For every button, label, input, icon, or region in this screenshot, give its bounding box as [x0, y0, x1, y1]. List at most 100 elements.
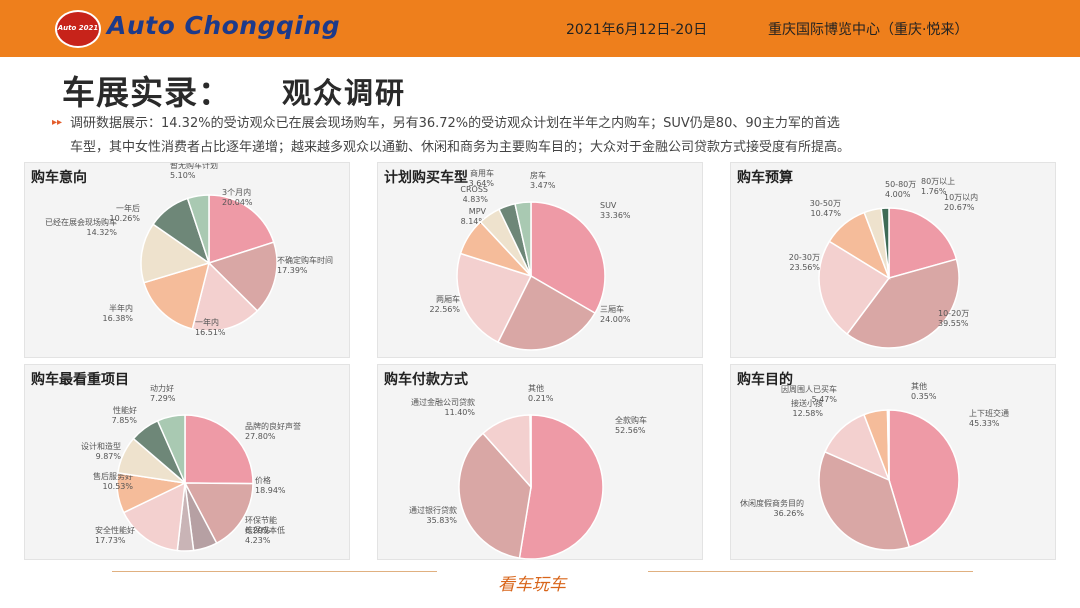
pie-slice [886, 409, 890, 481]
event-date: 2021年6月12日-20日 [566, 22, 708, 38]
slice-value-label: 4.00% [885, 190, 911, 199]
slice-label: 接送小孩 [791, 398, 823, 408]
slice-value-label: 20.67% [944, 203, 975, 212]
chart-title: 计划购买车型 [384, 170, 468, 186]
pie-slice [456, 252, 533, 344]
slice-label: 30-50万 [810, 199, 841, 208]
chart-panel-purchase-intention: 购车意向 3个月内 20.04% 不确定购车时间 17.39% 一年内 16.51% 半年内… [24, 162, 350, 358]
slice-label: 设计和造型 [81, 441, 121, 451]
slice-label: 维保成本低 [245, 525, 285, 535]
slice-value-label: 35.83% [426, 516, 457, 525]
footer-slogan: 看车玩车 [498, 575, 566, 595]
pie-slice [818, 450, 911, 551]
slice-value-label: 1.76% [921, 187, 947, 196]
intro-line-1: 调研数据展示：14.32%的受访观众已在展会现场购车，另有36.72%的受访观众… [70, 116, 840, 131]
slice-label: 上下班交通 [969, 408, 1009, 418]
intro-text: 调研数据展示：14.32%的受访观众已在展会现场购车，另有36.72%的受访观众… [70, 112, 1040, 160]
slice-value-label: 11.40% [444, 408, 475, 417]
slice-value-label: 17.39% [277, 266, 308, 275]
slice-value-label: 16.38% [102, 314, 133, 323]
slice-label: 一年后 [116, 203, 140, 213]
slice-value-label: 0.21% [528, 394, 554, 403]
slice-value-label: 6.29% [245, 526, 271, 535]
slice-value-label: 10.47% [810, 209, 841, 218]
header-bar: Auto 2021 Auto Chongqing 2021年6月12日-20日 … [0, 0, 1080, 57]
slice-label: 通过银行贷款 [409, 505, 457, 515]
slice-value-label: 3.47% [530, 181, 556, 190]
slice-value-label: 4.83% [463, 195, 489, 204]
slice-label: 性能好 [113, 405, 137, 415]
slice-value-label: 18.94% [255, 486, 286, 495]
slice-label: 不确定购车时间 [277, 255, 333, 265]
footer-divider-right [648, 571, 973, 572]
slice-label: 动力好 [150, 383, 174, 393]
slice-label: 50-80万 [885, 180, 916, 189]
pie-slice [140, 223, 211, 284]
slice-value-label: 5.10% [170, 171, 196, 180]
slice-value-label: 27.80% [245, 432, 276, 441]
pie-slice [183, 482, 254, 545]
slice-value-label: 7.29% [150, 394, 176, 403]
slice-value-label: 16.51% [195, 328, 226, 337]
slice-value-label: 33.36% [600, 211, 631, 220]
slice-value-label: 9.87% [96, 452, 122, 461]
chart-title: 购车预算 [737, 170, 793, 186]
slice-value-label: 24.00% [600, 315, 631, 324]
slice-value-label: 36.26% [773, 509, 804, 518]
event-venue: 重庆国际博览中心（重庆·悦来） [768, 22, 969, 38]
pie-slice [186, 194, 210, 264]
slice-label: 品牌的良好声誉 [245, 421, 301, 431]
slice-value-label: 14.32% [86, 228, 117, 237]
slice-label: 两厢车 [436, 294, 460, 304]
slice-value-label: 20.04% [222, 198, 253, 207]
chart-panel-key-factors: 购车最看重项目 品牌的良好声誉 27.80% 价格 18.94% 环保节能 6.29% 维保… [24, 364, 350, 560]
slice-value-label: 52.56% [615, 426, 646, 435]
footer-divider-left [112, 571, 437, 572]
slice-label: 价格 [255, 475, 271, 485]
pie-slice [191, 261, 259, 332]
pie-slice [846, 258, 960, 349]
slice-label: 房车 [530, 170, 546, 180]
slice-value-label: 8.14% [461, 217, 487, 226]
slice-label: 休闲度假商务目的 [740, 498, 804, 508]
intro-line-2: 车型，其中女性消费者占比逐年递增；越来越多观众以通勤、休闲和商务为主要购车目的；… [70, 140, 851, 155]
pie-slice [184, 414, 254, 485]
slice-label: 一年内 [195, 317, 219, 327]
pie-slice [888, 409, 960, 548]
pie-slice [518, 414, 604, 560]
pie-slice [156, 414, 186, 484]
pie-slice [880, 207, 890, 279]
slice-label: 售后服务好 [93, 471, 133, 481]
slice-label: 10万以内 [944, 192, 978, 202]
chart-title: 购车付款方式 [384, 372, 468, 388]
pie-slice [514, 201, 532, 277]
pie-slice [142, 261, 211, 330]
slice-value-label: 7.85% [112, 416, 138, 425]
logo-badge-text: Auto 2021 [57, 24, 99, 32]
chart-panel-car-type: 计划购买车型 SUV 33.36% 三厢车 24.00% 两厢车 22.56% MPV 8.1… [377, 162, 703, 358]
pie-slice [207, 241, 278, 312]
slice-label: 3个月内 [222, 187, 251, 197]
slice-value-label: 10.53% [102, 482, 133, 491]
slice-value-label: 45.33% [969, 419, 1000, 428]
slice-value-label: 10.26% [109, 214, 140, 223]
pie-slice [530, 201, 606, 315]
slice-label: 其他 [911, 381, 927, 391]
chart-panel-budget: 购车预算 10万以内 20.67% 10-20万 39.55% 20-30万 23.56%… [730, 162, 1056, 358]
slice-value-label: 17.73% [95, 536, 126, 545]
slice-label: 其他 [528, 383, 544, 393]
slice-label: 安全性能好 [95, 525, 135, 535]
page-subtitle: 观众调研 [282, 76, 407, 110]
slice-value-label: 23.56% [789, 263, 820, 272]
chart-title: 购车意向 [31, 170, 87, 186]
slice-label: 半年内 [109, 303, 133, 313]
pie-slice [208, 194, 275, 265]
slice-value-label: 5.47% [812, 395, 838, 404]
slice-value-label: 3.64% [469, 179, 495, 188]
pie-slice [529, 414, 532, 488]
slice-label: 暂无购车计划 [170, 163, 218, 170]
chart-title: 购车目的 [737, 372, 793, 388]
slice-label: SUV [600, 201, 617, 210]
